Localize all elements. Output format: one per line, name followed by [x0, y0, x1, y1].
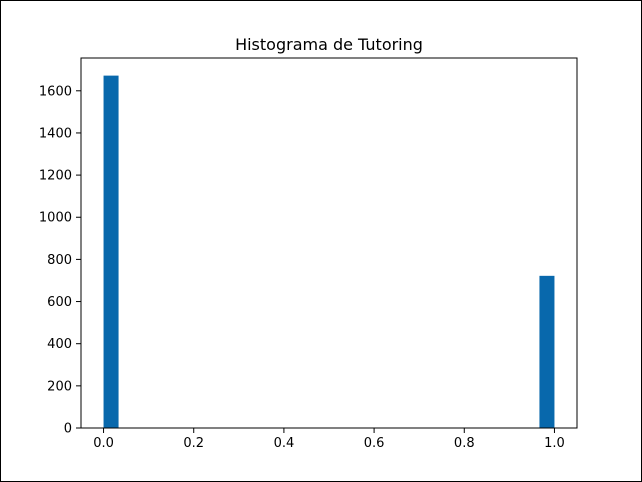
x-tick-label: 0.0 [93, 436, 114, 451]
x-tick-label: 0.2 [183, 436, 204, 451]
y-tick-label: 1400 [39, 126, 72, 141]
chart-title: Histograma de Tutoring [235, 35, 423, 54]
y-axis-ticks: 0 200 400 600 800 1000 1200 1400 1600 [39, 84, 81, 437]
histogram-bar-0 [103, 75, 119, 428]
y-tick-label: 800 [47, 253, 72, 268]
y-tick-label: 600 [47, 295, 72, 310]
y-tick-label: 1600 [39, 84, 72, 99]
y-tick-label: 1000 [39, 211, 72, 226]
y-tick-label: 1200 [39, 169, 72, 184]
y-tick-label: 400 [47, 337, 72, 352]
plot-area-frame [80, 57, 578, 429]
bars-group [103, 75, 555, 428]
x-tick-label: 0.6 [364, 436, 385, 451]
x-tick-label: 0.8 [454, 436, 475, 451]
x-tick-label: 1.0 [544, 436, 565, 451]
histogram-bar-1 [539, 275, 555, 428]
y-tick-label: 0 [64, 422, 72, 437]
x-tick-label: 0.4 [274, 436, 295, 451]
y-tick-label: 200 [47, 379, 72, 394]
x-axis-ticks: 0.0 0.2 0.4 0.6 0.8 1.0 [93, 428, 565, 451]
